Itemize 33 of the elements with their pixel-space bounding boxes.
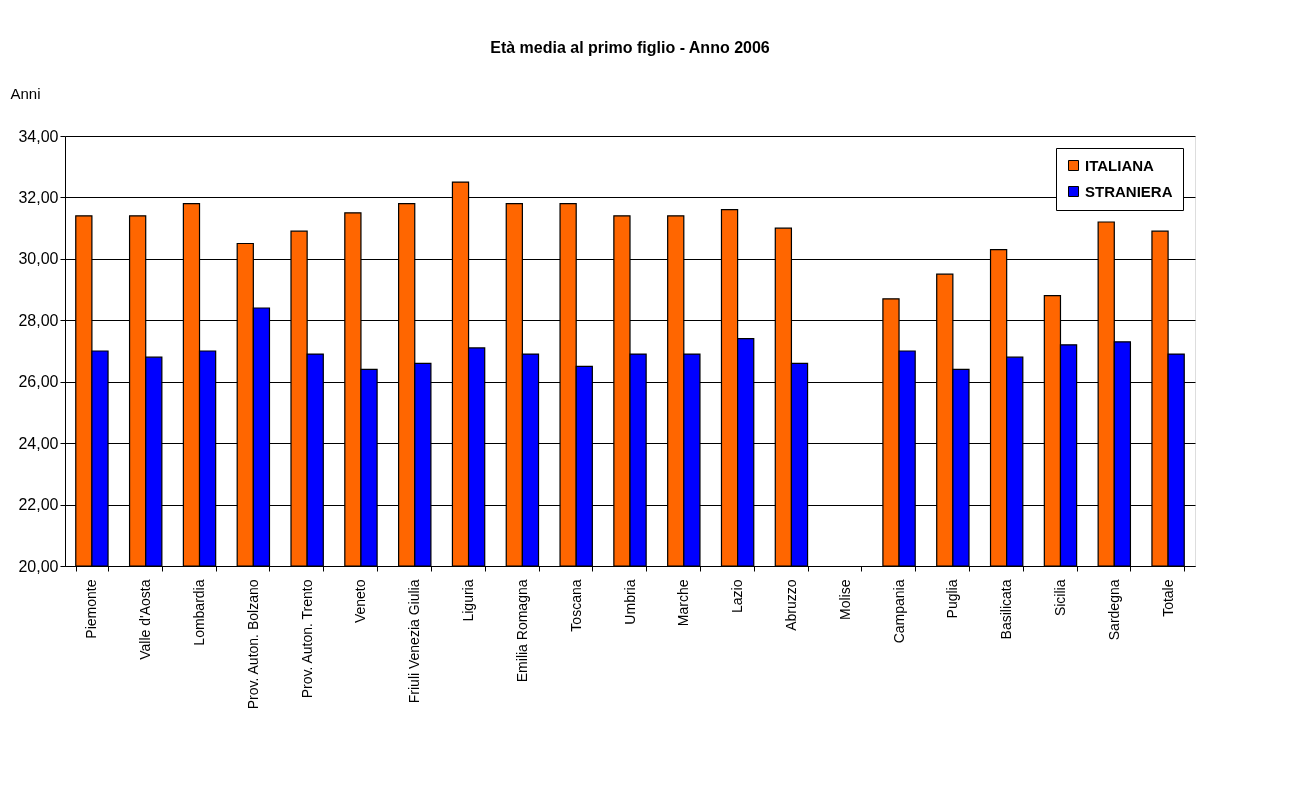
x-tick-label: Friuli Venezia Giulia (406, 579, 423, 704)
x-tick-label: Liguria (460, 579, 477, 622)
x-tick-label: Emilia Romagna (513, 579, 530, 683)
x-tick-label: Lazio (729, 579, 746, 613)
x-tick-label: Veneto (352, 579, 369, 624)
x-tick-label: Valle d'Aosta (137, 579, 154, 660)
x-tick-label: Totale (1159, 579, 1176, 617)
chart-title: Età media al primo figlio - Anno 2006 (490, 39, 770, 56)
x-tick-label: Campania (890, 579, 907, 644)
x-tick-label: Molise (836, 579, 853, 620)
x-tick-label: Prov. Auton. Trento (298, 579, 315, 699)
x-tick-label: Basilicata (998, 579, 1015, 640)
x-tick-label: Piemonte (83, 579, 100, 639)
x-tick-label: Puglia (944, 579, 961, 619)
x-tick-label: Marche (675, 579, 692, 627)
y-axis-title: Anni (10, 84, 41, 102)
x-tick-label: Lombardia (191, 579, 208, 646)
y-tick-label: 26,00 (18, 373, 59, 391)
x-tick-label: Abruzzo (782, 579, 799, 631)
x-tick-label: Toscana (567, 579, 584, 632)
y-tick-label: 20,00 (18, 557, 59, 575)
x-tick-label: Umbria (621, 579, 638, 625)
y-tick-label: 24,00 (18, 434, 59, 452)
y-tick-label: 34,00 (18, 127, 59, 145)
y-tick-label: 32,00 (18, 188, 59, 206)
x-tick-label: Sardegna (1105, 579, 1122, 641)
x-tick-label: Sicilia (1051, 579, 1068, 617)
y-tick-label: 30,00 (18, 250, 59, 268)
legend-label: ITALIANA (1085, 156, 1155, 174)
y-tick-label: 28,00 (18, 311, 59, 329)
legend-label: STRANIERA (1085, 182, 1173, 200)
x-tick-label: Prov. Auton. Bolzano (244, 579, 261, 710)
y-tick-label: 22,00 (18, 496, 59, 514)
